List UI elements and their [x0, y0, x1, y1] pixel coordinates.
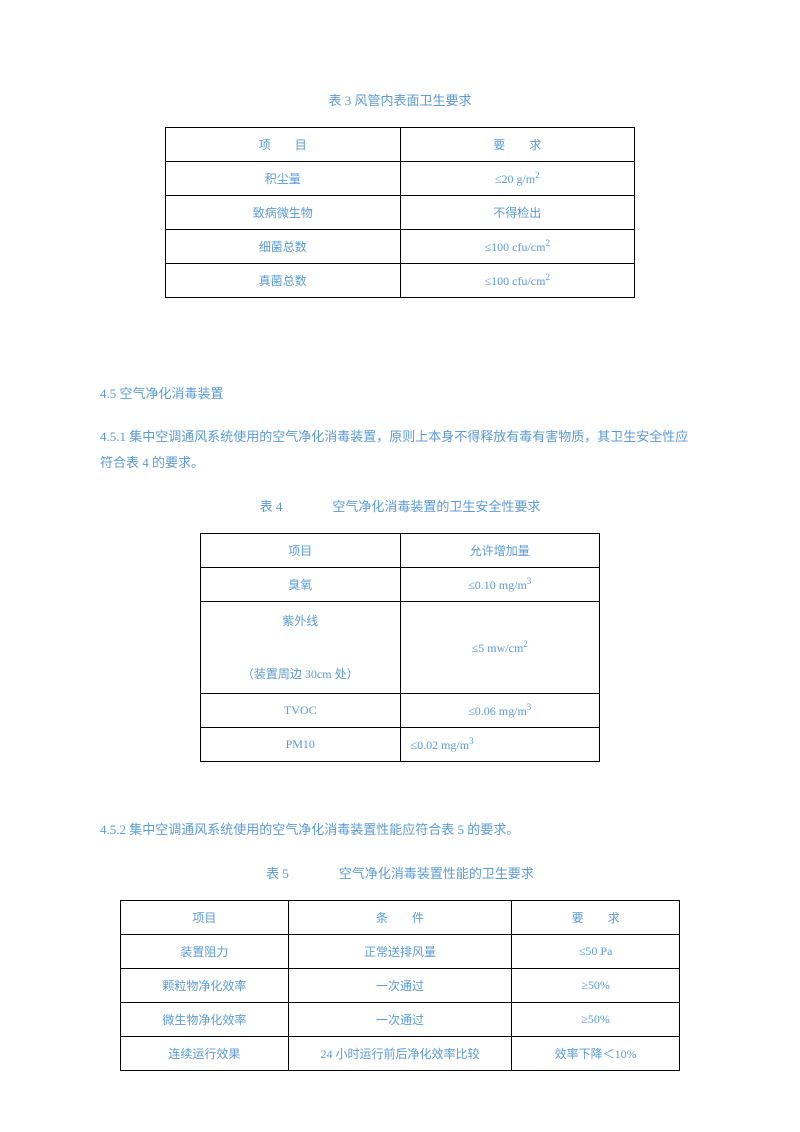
table-row: 连续运行效果 24 小时运行前后净化效率比较 效率下降＜10%: [121, 1037, 680, 1071]
section-heading: 4.5 空气净化消毒装置: [100, 383, 700, 402]
table-row: 真菌总数 ≤100 cfu/cm2: [166, 264, 635, 298]
table-header-cell: 要 求: [512, 901, 680, 935]
table-cell: 不得检出: [400, 196, 635, 230]
table-header-cell: 项 目: [166, 128, 401, 162]
table-header-cell: 要 求: [400, 128, 635, 162]
table-row: PM10 ≤0.02 mg/m3: [201, 728, 600, 762]
section-4-5-2: 4.5.2 集中空调通风系统使用的空气净化消毒装置性能应符合表 5 的要求。 表…: [100, 817, 700, 1071]
table-row: 项 目 要 求: [166, 128, 635, 162]
table-row: TVOC ≤0.06 mg/m3: [201, 694, 600, 728]
table-row: 臭氧 ≤0.10 mg/m3: [201, 568, 600, 602]
table-cell: 一次通过: [288, 969, 512, 1003]
table-cell: 真菌总数: [166, 264, 401, 298]
table-cell: TVOC: [201, 694, 401, 728]
table-cell: 24 小时运行前后净化效率比较: [288, 1037, 512, 1071]
table-purifier-performance: 项目 条 件 要 求 装置阻力 正常送排风量 ≤50 Pa 颗粒物净化效率 一次…: [120, 900, 680, 1071]
table-cell: ≤0.02 mg/m3: [400, 728, 600, 762]
table-row: 项目 允许增加量: [201, 534, 600, 568]
table-cell: ≥50%: [512, 969, 680, 1003]
table-cell: 装置阻力: [121, 935, 289, 969]
table-cell: ≤5 mw/cm2: [400, 602, 600, 694]
paragraph: 4.5.2 集中空调通风系统使用的空气净化消毒装置性能应符合表 5 的要求。: [100, 817, 700, 843]
table-cell: 细菌总数: [166, 230, 401, 264]
table-header-cell: 条 件: [288, 901, 512, 935]
table-cell: ≤0.06 mg/m3: [400, 694, 600, 728]
table-cell: 颗粒物净化效率: [121, 969, 289, 1003]
table-row: 紫外线 （装置周边 30cm 处） ≤5 mw/cm2: [201, 602, 600, 694]
table-cell: ≤100 cfu/cm2: [400, 264, 635, 298]
table-cell: ≥50%: [512, 1003, 680, 1037]
table-cell: 连续运行效果: [121, 1037, 289, 1071]
table-row: 颗粒物净化效率 一次通过 ≥50%: [121, 969, 680, 1003]
table-row: 微生物净化效率 一次通过 ≥50%: [121, 1003, 680, 1037]
table-cell: ≤0.10 mg/m3: [400, 568, 600, 602]
table-cell: 紫外线 （装置周边 30cm 处）: [201, 602, 401, 694]
table-row: 细菌总数 ≤100 cfu/cm2: [166, 230, 635, 264]
document-page: 表 3 风管内表面卫生要求 项 目 要 求 积尘量 ≤20 g/m2 致病微生物…: [0, 0, 800, 1131]
table-row: 项目 条 件 要 求: [121, 901, 680, 935]
paragraph: 4.5.1 集中空调通风系统使用的空气净化消毒装置，原则上本身不得释放有毒有害物…: [100, 424, 700, 476]
table-cell: 积尘量: [166, 162, 401, 196]
table-cell: ≤50 Pa: [512, 935, 680, 969]
table3-caption: 表 3 风管内表面卫生要求: [100, 90, 700, 109]
table-cell: 正常送排风量: [288, 935, 512, 969]
table-cell: ≤100 cfu/cm2: [400, 230, 635, 264]
table-header-cell: 项目: [121, 901, 289, 935]
table-purifier-safety: 项目 允许增加量 臭氧 ≤0.10 mg/m3 紫外线 （装置周边 30cm 处…: [200, 533, 600, 762]
table-cell: 一次通过: [288, 1003, 512, 1037]
section-4-5: 4.5 空气净化消毒装置 4.5.1 集中空调通风系统使用的空气净化消毒装置，原…: [100, 383, 700, 762]
table4-caption: 表 4空气净化消毒装置的卫生安全性要求: [100, 496, 700, 515]
table-cell: ≤20 g/m2: [400, 162, 635, 196]
table-duct-surface: 项 目 要 求 积尘量 ≤20 g/m2 致病微生物 不得检出 细菌总数 ≤10…: [165, 127, 635, 298]
table-row: 积尘量 ≤20 g/m2: [166, 162, 635, 196]
table-cell: PM10: [201, 728, 401, 762]
table5-caption: 表 5空气净化消毒装置性能的卫生要求: [100, 863, 700, 882]
table-row: 致病微生物 不得检出: [166, 196, 635, 230]
table-header-cell: 项目: [201, 534, 401, 568]
table-cell: 效率下降＜10%: [512, 1037, 680, 1071]
table-cell: 微生物净化效率: [121, 1003, 289, 1037]
table-cell: 致病微生物: [166, 196, 401, 230]
table-cell: 臭氧: [201, 568, 401, 602]
table-row: 装置阻力 正常送排风量 ≤50 Pa: [121, 935, 680, 969]
table-header-cell: 允许增加量: [400, 534, 600, 568]
